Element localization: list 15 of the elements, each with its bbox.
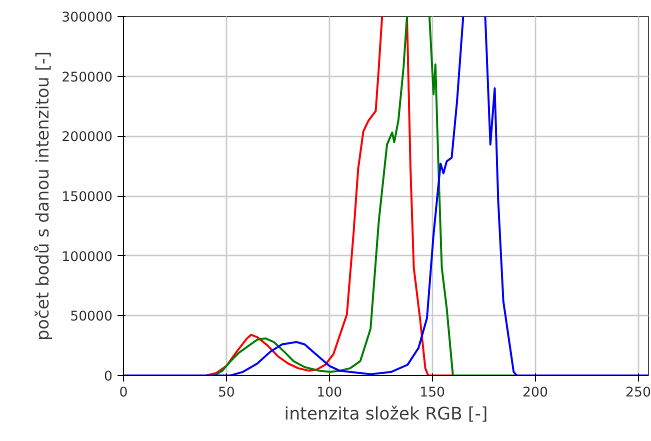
x-axis-title: intenzita složek RGB [-] (284, 404, 488, 424)
x-tick-label: 250 (625, 386, 651, 400)
x-tick-label: 100 (316, 386, 342, 400)
y-tick-label: 250000 (62, 70, 113, 86)
x-tick-label: 200 (522, 386, 548, 400)
y-tick-label: 200000 (62, 130, 113, 146)
y-tick-label: 100000 (62, 250, 113, 265)
x-tick-label: 150 (420, 386, 446, 400)
y-tick-label: 50000 (70, 310, 113, 325)
y-tick-label: 300000 (62, 10, 113, 26)
y-axis-title: počet bodů s danou intenzitou [-] (34, 51, 54, 341)
y-tick-label: 150000 (62, 190, 113, 205)
y-tick-label: 0 (104, 370, 113, 384)
x-tick-label: 50 (218, 386, 235, 400)
x-tick-label: 0 (119, 386, 128, 400)
